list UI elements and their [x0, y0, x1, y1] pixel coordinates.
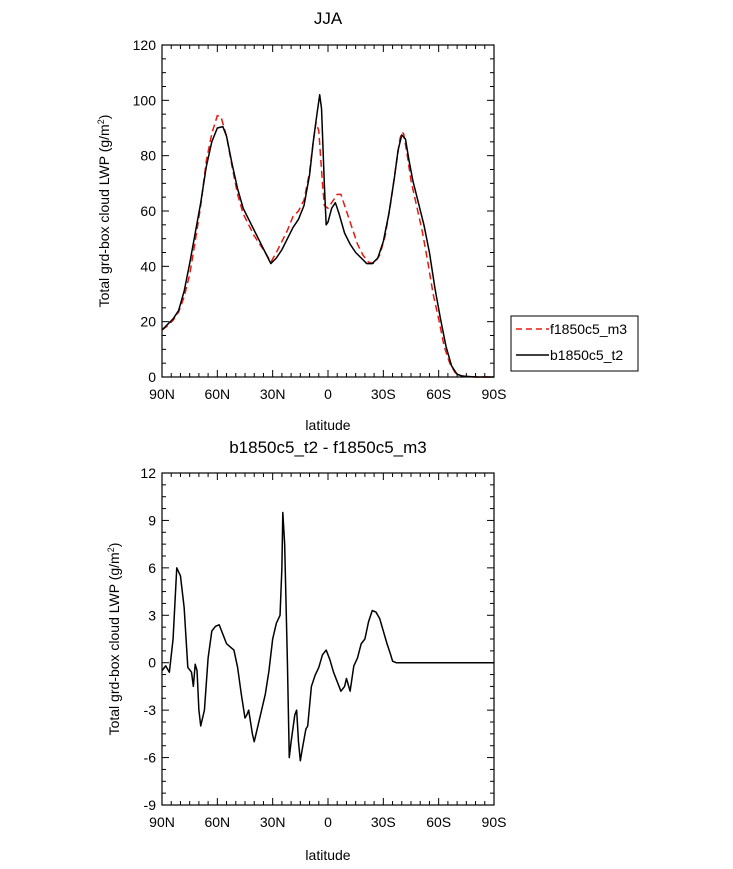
panel-top-ytick-label: 40 [140, 258, 156, 274]
panel-top-xtick-label: 60S [426, 386, 451, 402]
panel-bottom-xtick-label: 60N [204, 814, 230, 830]
legend: f1850c5_m3 b1850c5_t2 [510, 315, 639, 372]
panel-top-xlabel: latitude [305, 417, 350, 433]
panel-bottom-line-b1850c5-t2-f1850c5-m3 [161, 511, 494, 762]
panel-bottom-ylabel: Total grd-box cloud LWP (g/m2) [106, 543, 122, 736]
legend-box [510, 315, 639, 372]
panel-bottom-xtick-label: 30S [371, 814, 396, 830]
panel-top-ylabel-tail: ) [96, 115, 112, 120]
panel-top-ytick-label: 0 [148, 369, 156, 385]
panel-top-series [161, 94, 494, 378]
panel-top-ytick-label: 80 [140, 148, 156, 164]
panel-bottom-xtick-label: 60S [426, 814, 451, 830]
panel-top-ytick-label: 120 [133, 37, 157, 53]
panel-bottom-ytick-label: 3 [148, 607, 156, 623]
panel-bottom-ticks [161, 472, 495, 806]
panel-bottom-frame [161, 472, 495, 806]
panel-bottom-ytick-label: 0 [148, 655, 156, 671]
panel-top-frame [161, 44, 495, 378]
panel-bottom-ytick-label: 6 [148, 560, 156, 576]
panel-bottom-ylabel-main: Total grd-box cloud LWP (g/m [106, 552, 122, 735]
panel-top: JJA 90N 60N 30N 0 30S 60S 90S 0 20 40 60 80 100 120 l… [96, 9, 639, 433]
panel-top-xtick-label: 30S [371, 386, 396, 402]
panel-top-xtick-label: 30N [260, 386, 286, 402]
panel-top-xtick-label: 90N [149, 386, 175, 402]
panel-top-xtick-label: 0 [324, 386, 332, 402]
panel-bottom-series [161, 511, 494, 762]
panel-bottom-tick-labels: 90N 60N 30N 0 30S 60S 90S -9 -6 -3 0 3 6 9 12 [140, 465, 506, 830]
panel-top-ylabel-sup: 2 [96, 119, 106, 124]
panel-top-xtick-label: 60N [204, 386, 230, 402]
panel-bottom-xtick-label: 0 [324, 814, 332, 830]
panel-top-ylabel: Total grd-box cloud LWP (g/m2) [96, 115, 112, 308]
panel-top-line-f1850c5-m3 [161, 114, 494, 378]
panel-top-ytick-label: 20 [140, 314, 156, 330]
legend-label-b1850c5-t2: b1850c5_t2 [550, 347, 623, 363]
panel-bottom: b1850c5_t2 - f1850c5_m3 90N 60N 30N 0 30S 60S… [106, 438, 506, 863]
panel-top-xtick-label: 90S [482, 386, 507, 402]
panel-bottom-title: b1850c5_t2 - f1850c5_m3 [229, 438, 427, 457]
panel-bottom-ylabel-tail: ) [106, 543, 122, 548]
panel-top-ylabel-main: Total grd-box cloud LWP (g/m [96, 124, 112, 307]
panel-top-ytick-label: 100 [133, 92, 157, 108]
panel-bottom-ytick-label: 9 [148, 512, 156, 528]
panel-bottom-ylabel-sup: 2 [106, 547, 116, 552]
panel-bottom-ytick-label: -9 [144, 797, 157, 813]
panel-top-title: JJA [314, 9, 343, 28]
panel-bottom-ytick-label: -3 [144, 702, 157, 718]
legend-label-f1850c5-m3: f1850c5_m3 [550, 321, 627, 337]
panel-bottom-xlabel: latitude [305, 847, 350, 863]
panel-top-line-b1850c5-t2 [161, 94, 494, 378]
panel-bottom-xtick-label: 90S [482, 814, 507, 830]
panel-bottom-xtick-label: 90N [149, 814, 175, 830]
panel-bottom-ytick-label: 12 [140, 465, 156, 481]
panel-bottom-ytick-label: -6 [144, 750, 157, 766]
panel-top-tick-labels: 90N 60N 30N 0 30S 60S 90S 0 20 40 60 80 100 120 [133, 37, 507, 402]
panel-bottom-xtick-label: 30N [260, 814, 286, 830]
panel-top-ticks [161, 44, 495, 378]
panel-top-ytick-label: 60 [140, 203, 156, 219]
